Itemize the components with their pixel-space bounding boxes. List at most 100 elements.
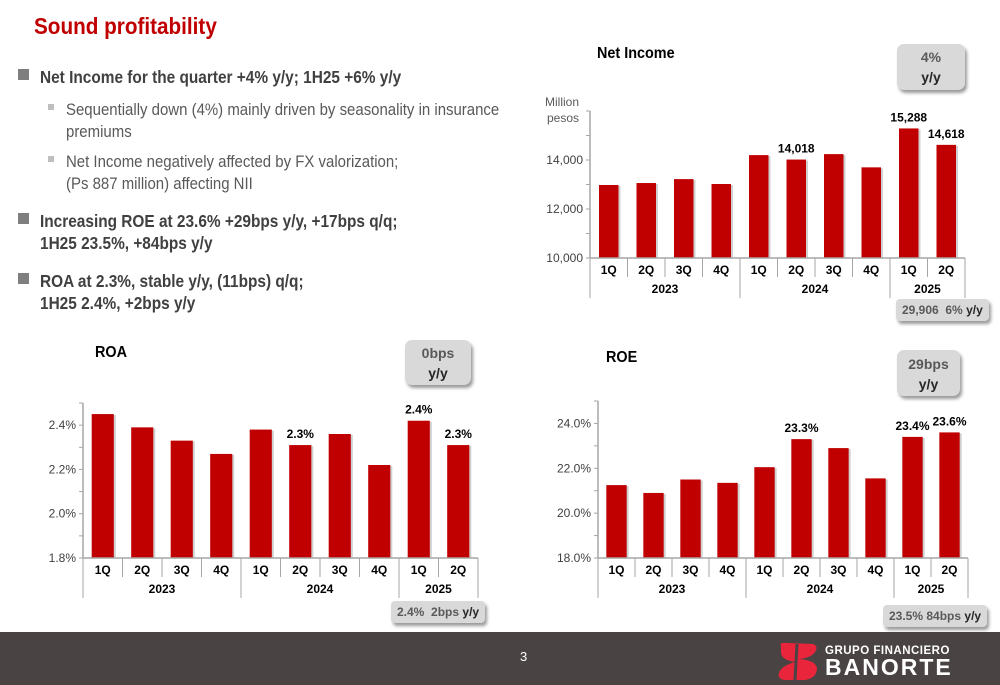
net-income-bar xyxy=(936,144,956,258)
roa-year-label: 2024 xyxy=(307,582,334,596)
net-income-quarter-label: 4Q xyxy=(863,263,879,277)
roe-year-label: 2023 xyxy=(659,582,686,596)
roa-chart-title: ROA xyxy=(95,344,128,361)
roe-quarter-label: 4Q xyxy=(867,563,883,577)
net-income-data-label: 15,288 xyxy=(890,110,927,124)
roa-bar xyxy=(368,465,391,558)
banorte-logo-icon xyxy=(778,642,817,681)
badge-value: 0bps xyxy=(421,345,455,361)
roe-quarter-label: 3Q xyxy=(682,563,698,577)
roa-quarter-label: 3Q xyxy=(174,563,190,577)
roa-quarter-label: 4Q xyxy=(371,563,387,577)
roe-data-label: 23.6% xyxy=(932,414,966,428)
roa-bar xyxy=(170,440,193,558)
roe-bar xyxy=(939,432,960,558)
roa-quarter-label: 2Q xyxy=(134,563,150,577)
net-income-y-tick-label: 12,000 xyxy=(546,202,583,216)
sub-bullet-seasonality-line2: premiums xyxy=(66,122,132,141)
footer: 3 GRUPO FINANCIERO BANORTE xyxy=(0,632,1000,685)
roa-year-label: 2023 xyxy=(149,582,176,596)
roa-y-tick-label: 1.8% xyxy=(49,551,77,565)
sub-bullet-fx-line1: Net Income negatively affected by FX val… xyxy=(66,152,399,171)
roe-bar xyxy=(680,479,701,558)
net-income-chart-title: Net Income xyxy=(597,45,675,62)
net-income-quarter-label: 1Q xyxy=(901,263,917,277)
note-unit: y/y xyxy=(462,605,480,619)
roe-bar xyxy=(717,482,738,558)
net-income-bar xyxy=(861,167,881,258)
net-income-quarter-label: 3Q xyxy=(676,263,692,277)
note-change: 6% xyxy=(945,303,963,317)
sub-bullet-fx-line2: (Ps 887 million) affecting NII xyxy=(66,174,253,193)
note-value: 29,906 xyxy=(902,303,939,317)
sub-bullet-icon xyxy=(48,156,54,162)
roe-bar xyxy=(865,478,886,558)
roa-quarter-label: 2Q xyxy=(450,563,466,577)
roa-bar xyxy=(91,414,114,558)
net-income-quarter-label: 2Q xyxy=(638,263,654,277)
net-income-quarter-label: 1Q xyxy=(601,263,617,277)
bullet-square-icon xyxy=(18,69,29,80)
net-income-1h-note: 29,906 6% y/y xyxy=(896,299,989,321)
note-value: 23.5% xyxy=(889,609,924,623)
net-income-quarter-label: 1Q xyxy=(751,263,767,277)
badge-unit: y/y xyxy=(918,376,939,392)
bullet-square-icon xyxy=(18,273,29,284)
roa-data-label: 2.4% xyxy=(405,403,433,417)
roe-quarter-label: 1Q xyxy=(756,563,772,577)
roa-quarter-label: 3Q xyxy=(332,563,348,577)
roe-chart-title: ROE xyxy=(606,349,638,366)
net-income-bar xyxy=(786,159,806,258)
roe-y-tick-label: 18.0% xyxy=(557,551,591,565)
roa-quarter-label: 1Q xyxy=(253,563,269,577)
roe-quarter-label: 1Q xyxy=(608,563,624,577)
roe-bar xyxy=(606,485,627,558)
bullet-roa-line1: ROA at 2.3%, stable y/y, (11bps) q/q; xyxy=(40,271,304,291)
net-income-bar xyxy=(899,128,919,258)
note-change: 84bps xyxy=(926,609,962,623)
roe-1h-note: 23.5% 84bps y/y xyxy=(883,605,988,627)
note-change: 2bps xyxy=(431,605,460,619)
roe-bar xyxy=(754,467,775,558)
roe-data-label: 23.3% xyxy=(784,421,818,435)
net-income-quarter-label: 4Q xyxy=(713,263,729,277)
bullet-roe-line2: 1H25 23.5%, +84bps y/y xyxy=(40,233,213,253)
net-income-bar xyxy=(636,183,656,258)
logo-line1: GRUPO FINANCIERO xyxy=(825,645,950,657)
net-income-bar xyxy=(711,184,731,258)
net-income-bar xyxy=(749,155,769,258)
net-income-year-label: 2025 xyxy=(914,282,941,296)
page-number: 3 xyxy=(520,649,528,664)
net-income-year-label: 2024 xyxy=(802,282,829,296)
roa-y-tick-label: 2.2% xyxy=(49,462,77,476)
note-value: 2.4% xyxy=(397,605,425,619)
roa-bar xyxy=(210,453,233,558)
bullet-roa-line2: 1H25 2.4%, +2bps y/y xyxy=(40,293,196,313)
badge-unit: y/y xyxy=(921,69,941,85)
roa-data-label: 2.3% xyxy=(445,427,473,441)
badge-unit: y/y xyxy=(428,365,448,381)
roe-bar xyxy=(643,492,664,558)
roe-bar xyxy=(902,436,923,558)
roe-year-label: 2025 xyxy=(918,582,945,596)
roe-yoy-badge: 29bps y/y xyxy=(897,350,960,396)
roa-bar xyxy=(407,420,430,558)
roe-year-label: 2024 xyxy=(807,582,834,596)
roe-y-tick-label: 20.0% xyxy=(557,506,591,520)
net-income-y-tick-label: 14,000 xyxy=(546,153,583,167)
roa-bar xyxy=(328,434,351,558)
roe-quarter-label: 4Q xyxy=(719,563,735,577)
roe-bar xyxy=(791,439,812,558)
roa-data-label: 2.3% xyxy=(287,427,315,441)
roa-quarter-label: 2Q xyxy=(292,563,308,577)
roa-yoy-badge: 0bps y/y xyxy=(405,340,471,385)
net-income-quarter-label: 2Q xyxy=(938,263,954,277)
net-income-yoy-badge: 4% y/y xyxy=(897,44,965,90)
roe-quarter-label: 2Q xyxy=(793,563,809,577)
bullet-net-income: Net Income for the quarter +4% y/y; 1H25… xyxy=(40,67,402,87)
roe-quarter-label: 2Q xyxy=(645,563,661,577)
net-income-data-label: 14,018 xyxy=(778,142,815,156)
roa-1h-note: 2.4% 2bps y/y xyxy=(391,601,486,623)
sub-bullet-seasonality-line1: Sequentially down (4%) mainly driven by … xyxy=(66,100,500,119)
